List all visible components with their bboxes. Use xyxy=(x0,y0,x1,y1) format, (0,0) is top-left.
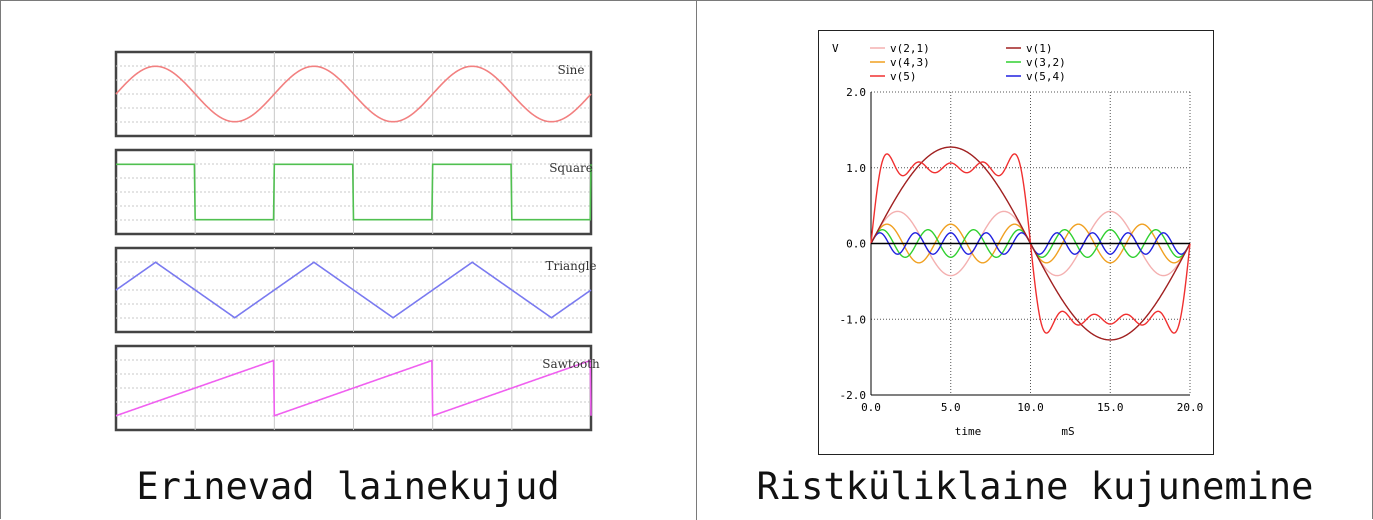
waveform-panel-triangle: Triangle xyxy=(114,246,597,334)
legend-label: v(5) xyxy=(890,70,917,83)
y-tick-label: 0.0 xyxy=(846,238,866,251)
square-wave-synthesis-chart: 2.01.00.0-1.0-2.00.0 5.0 10.0 15.0 20.0Vtime… xyxy=(818,30,1214,455)
x-tick-label: 5.0 xyxy=(941,401,961,414)
wave-line-sawtooth xyxy=(115,359,592,417)
caption-waveform-types: Erinevad lainekujud xyxy=(136,465,560,508)
legend-label: v(1) xyxy=(1026,42,1053,55)
wave-line-triangle xyxy=(115,261,592,319)
waveform-panel-sine: Sine xyxy=(114,50,593,138)
y-tick-label: -2.0 xyxy=(840,389,867,402)
x-tick-label: 15.0 xyxy=(1097,401,1124,414)
waveform-types-figure: Sine Square Triangle Sawtooth xyxy=(114,50,600,432)
wave-line-square xyxy=(116,163,592,221)
x-tick-label: 0.0 xyxy=(861,401,881,414)
x-tick-label: 20.0 xyxy=(1177,401,1204,414)
panel-label: Triangle xyxy=(545,259,596,273)
panel-label: Square xyxy=(549,161,593,175)
y-tick-label: 2.0 xyxy=(846,86,866,99)
waveform-panel-sawtooth: Sawtooth xyxy=(114,344,600,432)
panel-label: Sawtooth xyxy=(542,357,600,371)
panel-label: Sine xyxy=(558,63,585,77)
legend-label: v(3,2) xyxy=(1026,56,1066,69)
y-axis-label: V xyxy=(832,42,839,55)
wave-line-sine xyxy=(115,65,592,123)
waveform-panel-square: Square xyxy=(114,148,593,236)
y-tick-label: -1.0 xyxy=(840,313,867,326)
x-tick-label: 10.0 xyxy=(1017,401,1044,414)
legend-label: v(4,3) xyxy=(890,56,930,69)
y-tick-label: 1.0 xyxy=(846,162,866,175)
caption-square-wave-synthesis: Ristküliklaine kujunemine xyxy=(756,465,1314,508)
chart-frame xyxy=(818,30,1214,455)
legend-label: v(5,4) xyxy=(1026,70,1066,83)
x-axis-unit: mS xyxy=(1061,425,1074,438)
legend-label: v(2,1) xyxy=(890,42,930,55)
column-divider xyxy=(696,0,697,520)
x-axis-label: time xyxy=(955,425,982,438)
